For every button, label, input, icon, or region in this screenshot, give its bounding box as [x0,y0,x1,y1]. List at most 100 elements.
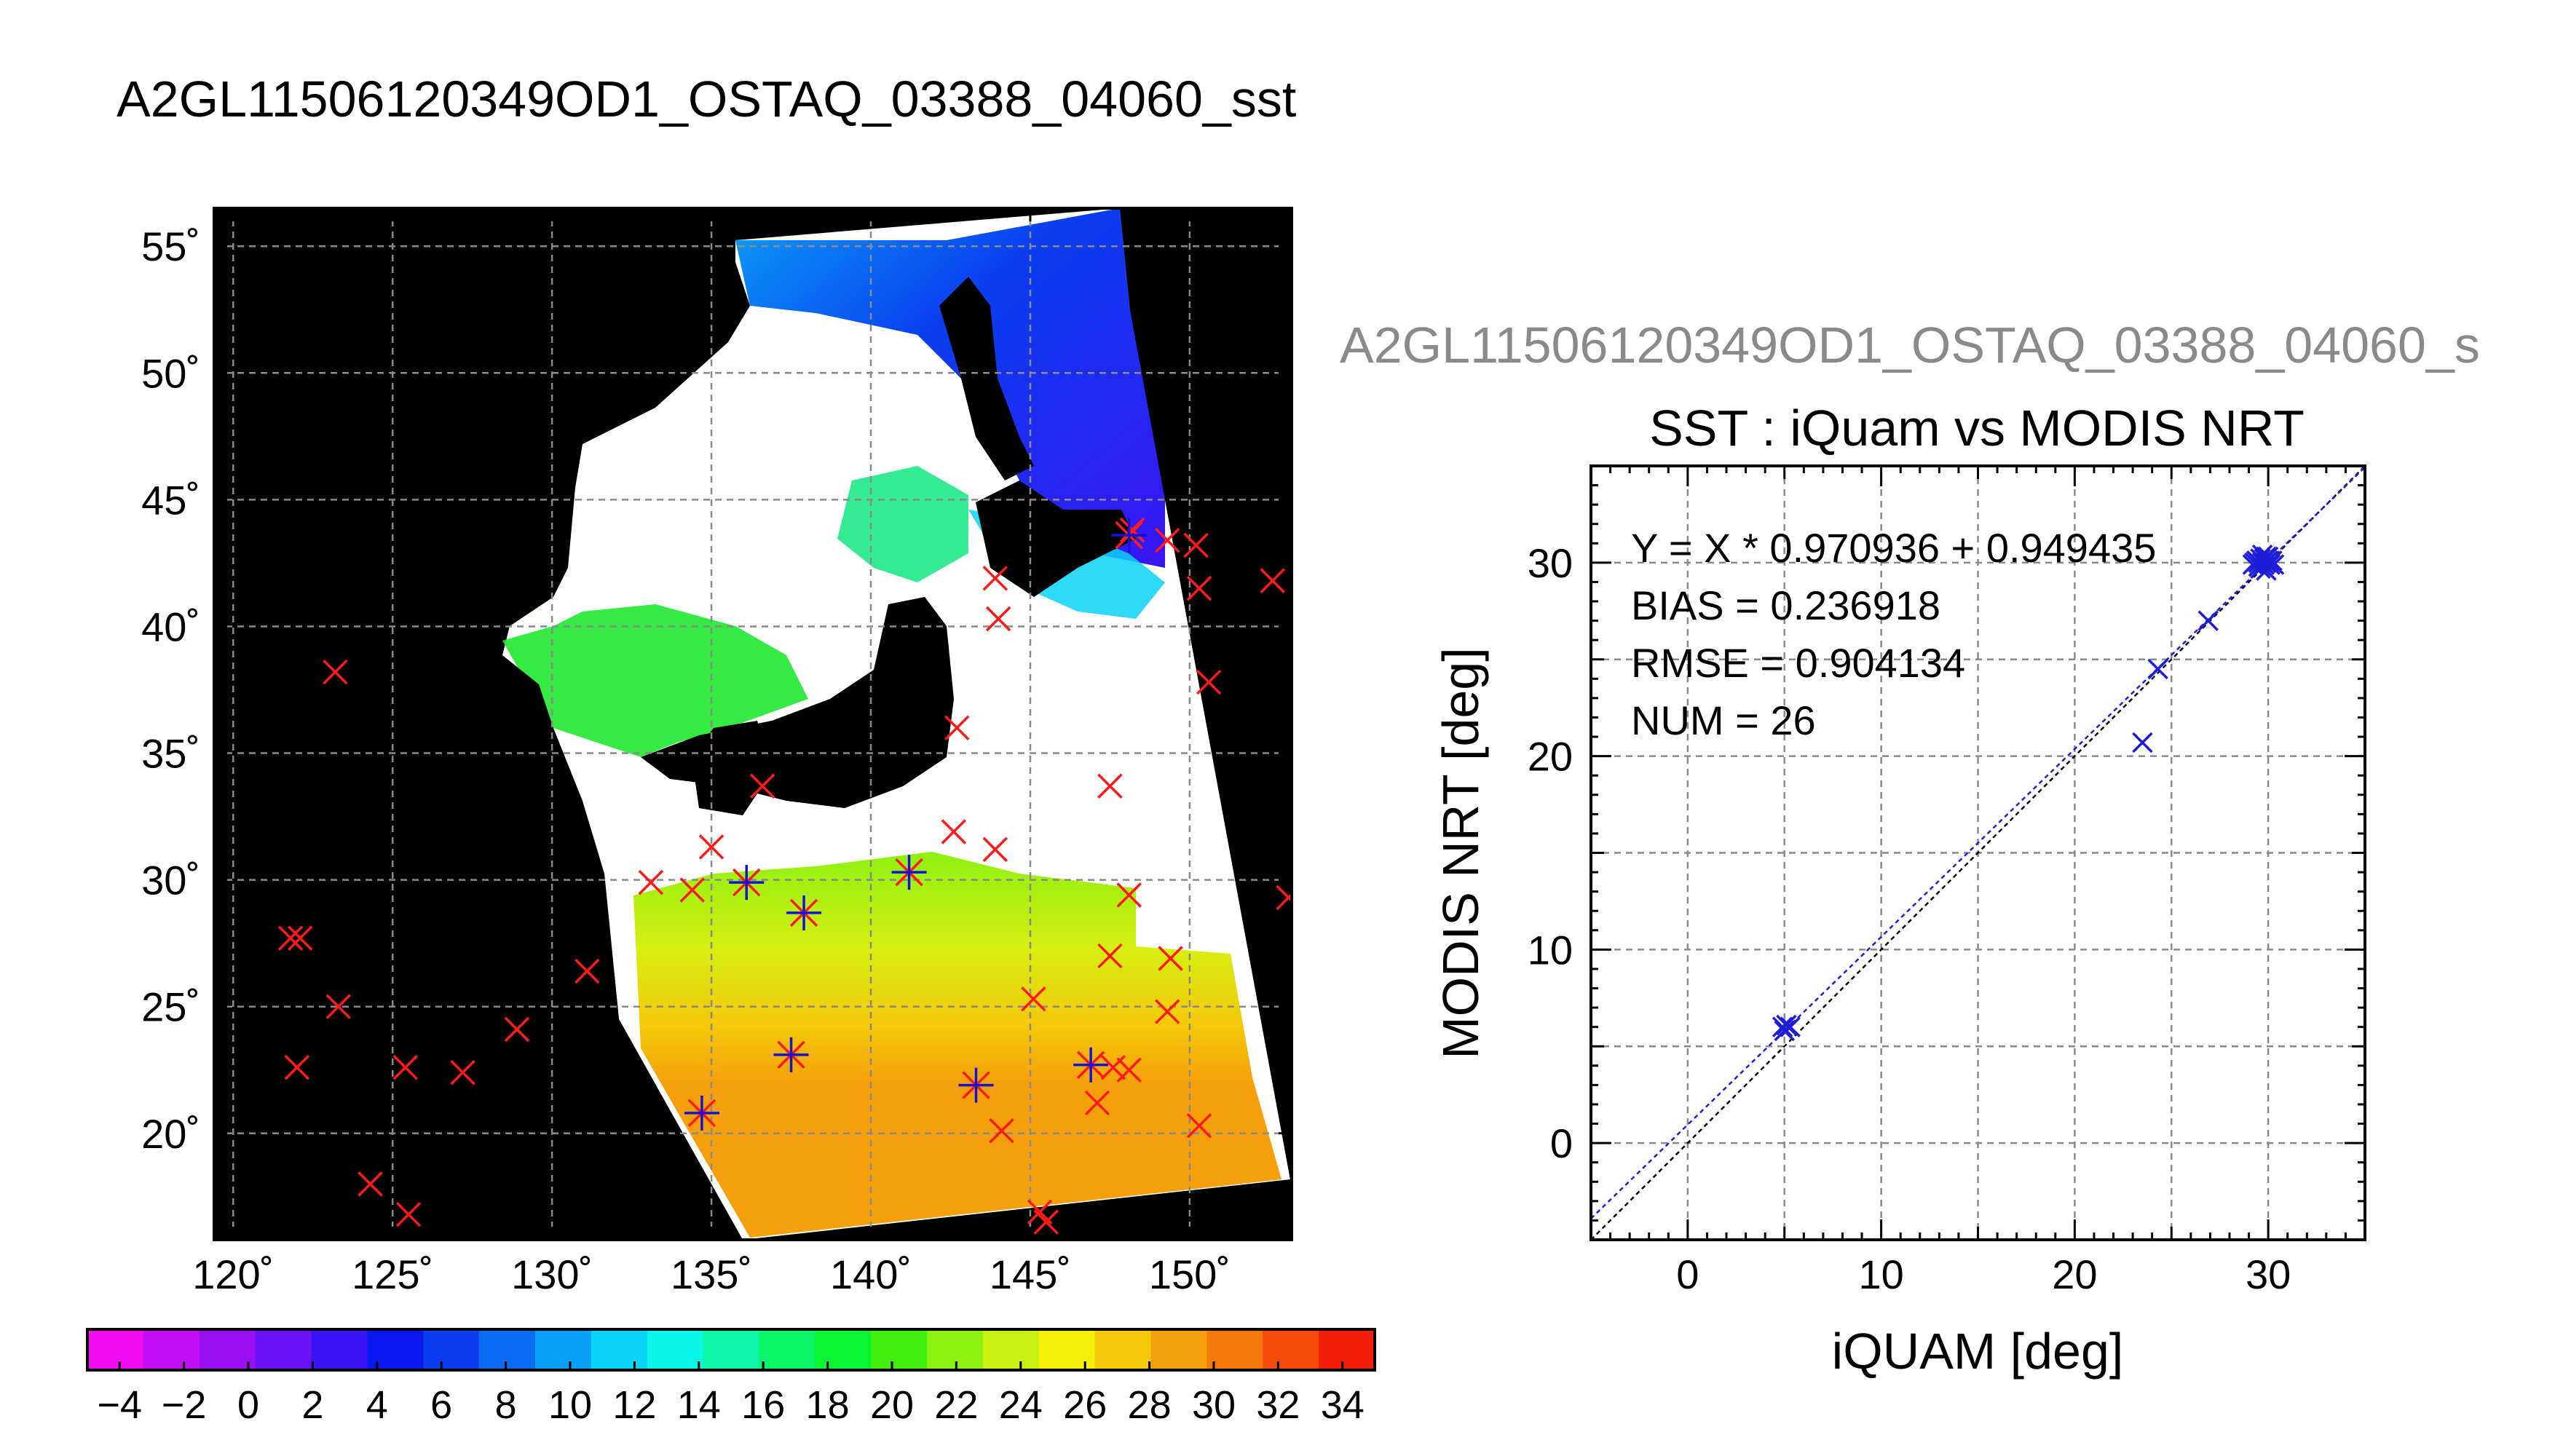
buoy-marker-cross [982,836,1008,863]
swath-warm-sst [633,852,1282,1238]
buoy-marker [1186,1113,1212,1139]
swath-cold-sst [735,208,1165,568]
land-hokkaido [976,480,1136,597]
buoy-marker-cross [1154,999,1180,1024]
buoy-marker [392,1055,418,1080]
colorbar-tick-label: 28 [1128,1383,1172,1427]
buoy-marker [1158,946,1183,971]
buoy-marker-cross [1097,943,1123,969]
regression-line [1591,466,2365,1219]
buoy-marker [989,1118,1014,1144]
colorbar-cell [815,1329,872,1370]
scatter-stat-line: BIAS = 0.236918 [1631,582,1940,628]
buoy-marker-cross [1116,882,1142,908]
colorbar-tick-label: 4 [366,1383,388,1427]
scatter-stat-line: NUM = 26 [1631,697,1816,743]
colorbar-frame [86,1328,1376,1372]
scatter-ylabel: MODIS NRT [deg] [1432,647,1489,1059]
buoy-marker-cross [679,877,706,903]
scatter-tick-label-y: 30 [1528,540,1573,586]
map-tick-label-lon: 125˚ [352,1251,433,1297]
buoy-marker [1021,986,1046,1012]
buoy-marker [1276,885,1292,911]
buoy-marker-cross [1033,1209,1059,1235]
colorbar-cell [871,1329,928,1370]
buoy-marker-cross [1116,1057,1142,1083]
buoy-marker [1100,1055,1126,1080]
scatter-tick-label-y: 0 [1550,1120,1573,1166]
buoy-marker-cross [1100,1055,1126,1080]
colocated-marker [729,865,765,901]
colorbar-tick-label: −2 [162,1383,207,1427]
colorbar-tick-label: 10 [548,1383,592,1427]
map-tick-label-lat: 25˚ [141,984,200,1030]
scatter-tick-labels: 0 10 20 30 0 10 20 30 [1528,540,2291,1297]
buoy-marker-cross [698,834,724,860]
colorbar-tick-label: 32 [1256,1383,1300,1427]
colocated-marker [786,895,822,930]
colorbar-tick-label: 8 [495,1383,517,1427]
scatter-point [2132,732,2153,753]
buoy-marker [1097,943,1123,969]
buoy-marker-cross [323,659,348,685]
scatter-point [1772,1016,1793,1037]
buoy-marker-cross [504,1016,530,1042]
buoy-marker-cross [989,1118,1014,1144]
colorbar-cell [647,1329,704,1370]
scatter-filename: A2GL11506120349OD1_OSTAQ_03388_04060_s [1340,317,2480,373]
buoy-marker-cross [284,1055,310,1080]
scatter-point-cross [2257,546,2279,568]
buoy-marker [1260,568,1285,594]
scatter-tick-label-x: 10 [1858,1251,1903,1297]
buoy-marker [1097,773,1123,799]
map-tick-label-lon: 145˚ [990,1251,1071,1297]
colorbar-tick-label: −4 [97,1383,142,1427]
scatter-point [1774,1020,1795,1042]
map-tick-label-lat: 55˚ [141,223,200,269]
scatter-lines [1591,466,2365,1240]
buoy-marker [982,566,1008,591]
map-ticks [214,208,1292,1240]
colorbar-tick-label: 30 [1192,1383,1236,1427]
scatter-point-cross [1780,1016,1801,1037]
buoy-marker [698,834,724,860]
buoy-marker [985,606,1011,632]
colocated-marker [773,1037,809,1072]
buoy-marker-cross [985,606,1011,632]
map-tick-label-lat: 45˚ [141,477,200,523]
colorbar-tick-label: 16 [741,1383,785,1427]
colorbar-cell [1319,1329,1375,1370]
colorbar-cell [1150,1329,1207,1370]
buoy-marker-cross [1119,517,1145,543]
buoy-marker-cross [1183,532,1209,558]
colorbar-tick-label: 24 [999,1383,1043,1427]
land-sakhalin [939,277,1034,480]
map-tick-labels: 120˚ 125˚ 130˚ 135˚ 140˚ 145˚ 150˚ 55˚ 50˚ 45˚ 40˚… [141,223,1231,1297]
colorbar-cell [87,1329,144,1370]
buoy-marker [1183,532,1209,558]
scatter-point [1780,1016,1801,1037]
colorbar-cell [423,1329,480,1370]
scatter-point-cross [2256,560,2277,581]
colorbar: −4 −2 0 2 4 6 8 10 12 14 16 18 20 22 24 26 28 30 32 34 [86,1328,1376,1427]
buoy-marker-cross [1196,669,1222,695]
colorbar-tick-label: 26 [1063,1383,1107,1427]
colorbar-cell [1207,1329,1263,1370]
map-tick-label-lon: 120˚ [192,1251,274,1297]
buoy-marker-cross [1154,527,1180,553]
buoy-marker [1084,1090,1110,1116]
swath-green-sst-north [837,466,968,582]
buoy-marker-cross [1276,893,1292,911]
colorbar-cell [1038,1329,1096,1370]
buoy-marker [1116,882,1142,908]
buoy-marker-cross [1260,568,1285,594]
buoy-marker-cross [941,819,967,844]
buoy-marker-cross [450,1059,475,1085]
buoy-marker [1154,527,1180,553]
buoy-marker [1033,1209,1059,1235]
colorbar-labels: −4 −2 0 2 4 6 8 10 12 14 16 18 20 22 24 26 28 30 32 34 [97,1361,1365,1427]
buoy-marker [944,715,970,740]
scatter-point [2256,560,2277,581]
buoy-marker [1119,517,1145,543]
